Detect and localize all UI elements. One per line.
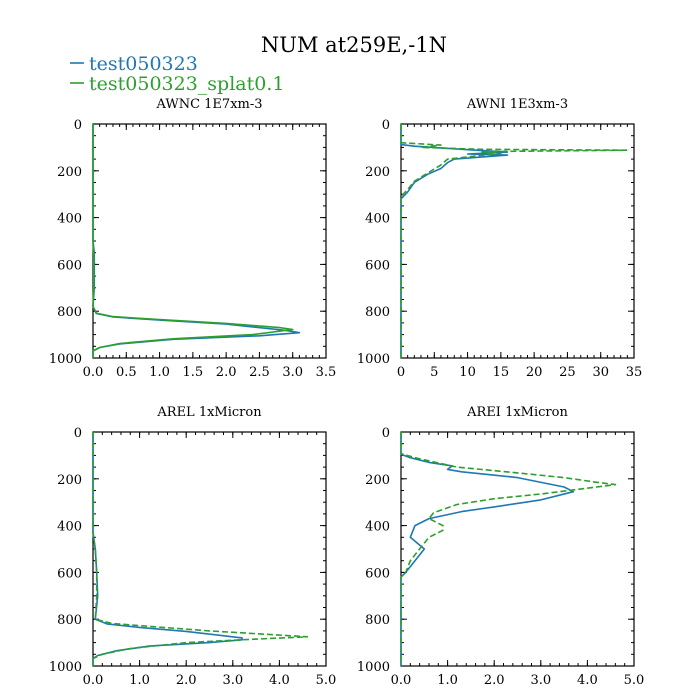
legend: test050323 test050323_splat0.1 [70, 53, 284, 95]
x-tick-label: 1.0 [129, 673, 150, 688]
panel-title-arel: AREL 1xMicron [156, 405, 262, 420]
x-tick-label: 0.0 [83, 673, 104, 688]
y-tick-label: 1000 [49, 660, 82, 675]
x-tick-label: 0 [397, 365, 405, 380]
x-tick-label: 25 [559, 365, 576, 380]
y-tick-label: 200 [57, 473, 82, 488]
x-tick-label: 4.0 [269, 673, 290, 688]
x-tick-label: 3.5 [316, 365, 337, 380]
series-line-test050323-splat0-1 [400, 432, 617, 666]
legend-label-test050323-splat: test050323_splat0.1 [89, 73, 284, 95]
y-tick-label: 200 [365, 473, 390, 488]
y-tick-label: 400 [365, 212, 390, 227]
x-tick-label: 0.0 [391, 673, 412, 688]
x-tick-label: 2.0 [176, 673, 197, 688]
x-tick-label: 2.0 [216, 365, 237, 380]
series-line-test050323 [400, 432, 575, 666]
x-tick-label: 1.0 [149, 365, 170, 380]
y-tick-label: 600 [57, 258, 82, 273]
panel-title-arei: AREI 1xMicron [466, 405, 568, 420]
x-tick-label: 30 [592, 365, 609, 380]
x-tick-label: 5.0 [624, 673, 645, 688]
y-tick-label: 400 [365, 520, 390, 535]
y-tick-label: 0 [382, 118, 390, 133]
x-tick-label: 0.0 [83, 365, 104, 380]
y-tick-label: 200 [365, 165, 390, 180]
x-tick-label: 5.0 [316, 673, 337, 688]
plot-frame [400, 431, 635, 667]
y-tick-label: 600 [365, 258, 390, 273]
y-tick-label: 0 [74, 426, 82, 441]
panel-title-awnc: AWNC 1E7xm-3 [155, 97, 262, 112]
x-tick-label: 3.0 [282, 365, 303, 380]
legend-label-test050323: test050323 [89, 53, 198, 75]
panel-awnc: AWNC 1E7xm-3 0.0 0.5 1.0 1.5 2.0 2.5 3.0 3.5 0 20… [49, 97, 336, 380]
panel-arel: AREL 1xMicron 0.0 1.0 2.0 3.0 4.0 5.0 0 200 400 6… [49, 405, 336, 688]
plot-frame [400, 123, 635, 359]
y-tick-label: 200 [57, 165, 82, 180]
x-tick-label: 3.0 [222, 673, 243, 688]
y-tick-label: 1000 [357, 660, 390, 675]
y-tick-label: 0 [74, 118, 82, 133]
y-tick-label: 400 [57, 212, 82, 227]
series-line-test050323 [92, 124, 301, 358]
series-line-test050323 [92, 432, 243, 666]
panel-title-awni: AWNI 1E3xm-3 [466, 97, 568, 112]
x-tick-label: 0.5 [116, 365, 137, 380]
x-tick-label: 4.0 [577, 673, 598, 688]
y-tick-label: 800 [57, 305, 82, 320]
x-tick-label: 5 [430, 365, 438, 380]
x-tick-label: 2.5 [249, 365, 270, 380]
y-tick-label: 1000 [49, 352, 82, 367]
x-tick-label: 35 [626, 365, 643, 380]
panel-awni: AWNI 1E3xm-3 0 5 10 15 20 25 30 35 0 200 400 600 800… [357, 97, 642, 380]
series-line-test050323-splat0-1 [92, 432, 309, 666]
x-tick-label: 20 [526, 365, 543, 380]
series-line-test050323-splat0-1 [92, 124, 294, 358]
y-tick-label: 600 [57, 566, 82, 581]
panel-arei: AREI 1xMicron 0.0 1.0 2.0 3.0 4.0 5.0 0 200 400 6… [357, 405, 644, 688]
x-tick-label: 3.0 [530, 673, 551, 688]
y-tick-label: 800 [365, 305, 390, 320]
y-tick-label: 800 [57, 613, 82, 628]
x-tick-label: 1.0 [437, 673, 458, 688]
y-tick-label: 0 [382, 426, 390, 441]
y-tick-label: 1000 [357, 352, 390, 367]
series-line-test050323-splat0-1 [400, 124, 629, 358]
x-tick-label: 15 [493, 365, 510, 380]
y-tick-label: 800 [365, 613, 390, 628]
x-tick-label: 10 [459, 365, 476, 380]
figure-title: NUM at259E,-1N [261, 33, 447, 57]
y-tick-label: 600 [365, 566, 390, 581]
y-tick-label: 400 [57, 520, 82, 535]
x-tick-label: 1.5 [183, 365, 204, 380]
x-tick-label: 2.0 [484, 673, 505, 688]
